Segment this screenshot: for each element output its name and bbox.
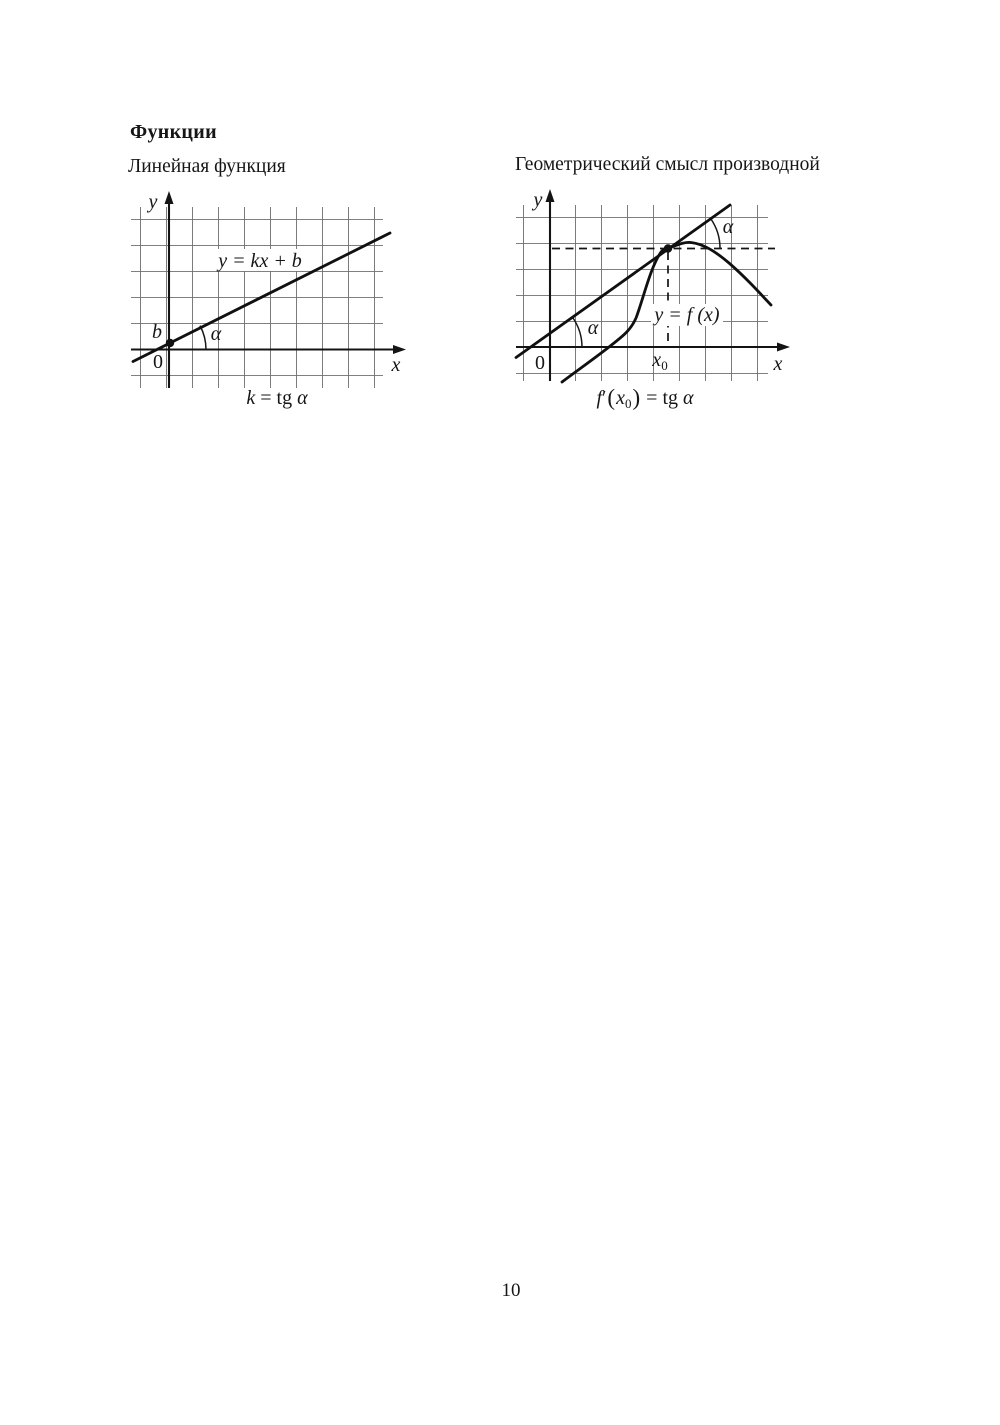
caption-equals: = bbox=[260, 387, 272, 409]
y-axis-arrow-icon bbox=[545, 189, 555, 202]
caption-equals: = bbox=[646, 387, 658, 409]
tangency-point bbox=[663, 244, 673, 253]
caption-open-paren: ( bbox=[607, 385, 616, 410]
graph-line bbox=[131, 231, 392, 363]
y-axis-arrow-icon bbox=[164, 191, 174, 204]
intercept-point bbox=[165, 338, 175, 348]
x-axis-arrow-icon bbox=[777, 342, 790, 352]
caption-close-paren: ) bbox=[632, 385, 641, 410]
caption-prime: ′ bbox=[602, 387, 607, 409]
grid bbox=[131, 207, 383, 388]
caption-alpha: α bbox=[683, 387, 694, 409]
x0-base: x bbox=[651, 349, 661, 371]
caption-alpha: α bbox=[297, 387, 308, 409]
equation-halo bbox=[216, 249, 304, 271]
caption-k: k bbox=[246, 387, 256, 409]
linear-function-diagram: y x 0 b α y = kx + b bbox=[131, 191, 406, 388]
angle-label: α bbox=[211, 323, 222, 345]
equation-label: y = kx + b bbox=[216, 250, 302, 272]
left-diagram-title: Линейная функция bbox=[128, 156, 286, 177]
origin-label: 0 bbox=[535, 352, 545, 374]
function-curve bbox=[560, 240, 773, 384]
y-axis-label: y bbox=[532, 189, 543, 211]
caption-x: x bbox=[616, 387, 625, 409]
grid bbox=[516, 205, 768, 381]
x0-label: x0 bbox=[651, 349, 667, 373]
angle-label-lower: α bbox=[588, 317, 599, 339]
x-axis-label: x bbox=[773, 353, 783, 375]
tangent-line bbox=[514, 203, 732, 359]
y-axis-label: y bbox=[147, 191, 158, 213]
angle-arc-upper bbox=[709, 218, 721, 249]
derivative-diagram: y x 0 x0 α α y = f (x) bbox=[514, 189, 790, 384]
intercept-label: b bbox=[152, 321, 162, 343]
caption-subscript: 0 bbox=[624, 396, 632, 411]
page-title: Функции bbox=[130, 121, 217, 143]
caption-tg: tg bbox=[276, 387, 293, 409]
caption-tg: tg bbox=[662, 387, 678, 409]
right-diagram-title: Геометрический смысл производной bbox=[515, 154, 820, 175]
page-number: 10 bbox=[501, 1280, 521, 1301]
x-axis-label: x bbox=[391, 354, 401, 376]
angle-label-upper: α bbox=[723, 216, 734, 238]
left-caption: k = tg α bbox=[212, 387, 342, 410]
equation-label: y = f (x) bbox=[652, 304, 719, 326]
right-caption: f′(x0) = tg α bbox=[570, 385, 720, 411]
angle-arc-lower bbox=[571, 316, 583, 348]
x-axis-arrow-icon bbox=[393, 345, 406, 354]
x0-subscript: 0 bbox=[661, 358, 668, 373]
origin-label: 0 bbox=[153, 351, 163, 373]
caption-f: f bbox=[596, 387, 603, 409]
equation-halo bbox=[651, 304, 723, 326]
